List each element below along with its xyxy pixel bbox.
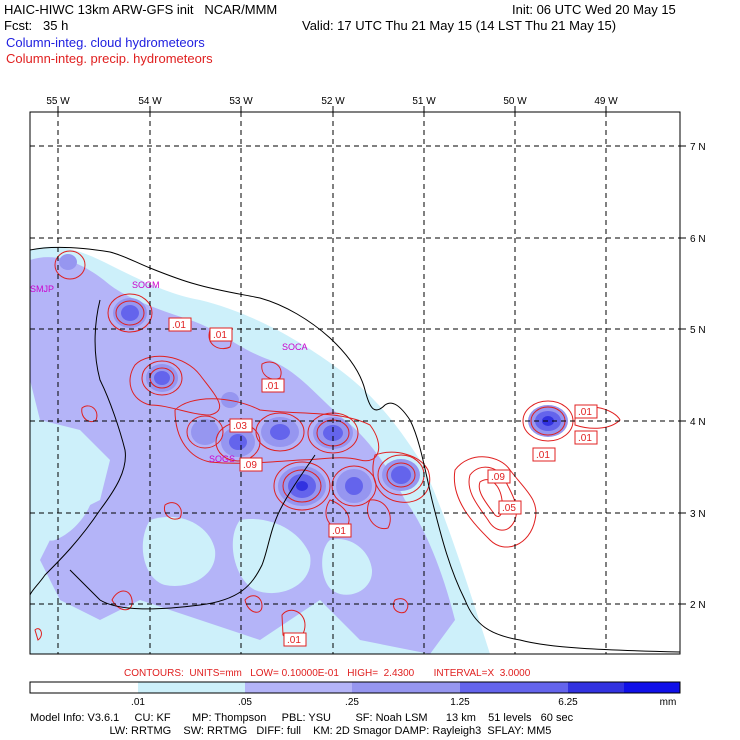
lat-label-3n: 3 N	[690, 509, 706, 520]
colorbar: .01 .05 .25 1.25 6.25 mm	[29, 681, 681, 708]
colorbar-tick: 6.25	[558, 697, 578, 708]
cloud-field-label: Column-integ. cloud hydrometeors	[6, 35, 205, 50]
station-soca: SOCA	[282, 342, 308, 352]
lon-label-49w: 49 W	[594, 96, 618, 107]
lon-label-52w: 52 W	[321, 96, 345, 107]
contour-label: .01	[265, 381, 279, 392]
contour-label: .09	[491, 472, 505, 483]
coastline-borders	[30, 246, 680, 653]
lat-label-2n: 2 N	[690, 600, 706, 611]
colorbar-unit: mm	[660, 697, 677, 708]
graticule	[30, 112, 680, 654]
contour-label: .01	[536, 450, 550, 461]
init-time: Init: 06 UTC Wed 20 May 15	[512, 2, 676, 17]
contour-label: .01	[332, 526, 346, 537]
colorbar-segment	[460, 682, 568, 693]
coastline	[30, 246, 680, 653]
axis-ticks	[57, 106, 686, 605]
station-sogs: SOGS	[209, 454, 235, 464]
lon-label-53w: 53 W	[229, 96, 253, 107]
lat-label-4n: 4 N	[690, 417, 706, 428]
contour-label: .01	[578, 407, 592, 418]
contour-label: .05	[502, 503, 516, 514]
border-guiana-suriname	[69, 454, 316, 610]
colorbar-segment	[624, 682, 680, 693]
colorbar-segment	[138, 682, 245, 693]
cloud-shade-hole-1	[35, 427, 96, 541]
colorbar-segment	[352, 682, 460, 693]
station-sogm: SOGM	[132, 280, 160, 290]
colorbar-tick: .01	[131, 697, 145, 708]
contour-label: .03	[233, 421, 247, 432]
contours-info: CONTOURS: UNITS=mm LOW= 0.10000E-01 HIGH…	[124, 668, 531, 679]
lat-label-6n: 6 N	[690, 234, 706, 245]
colorbar-tick: 1.25	[450, 697, 470, 708]
model-title: HAIC-HIWC 13km ARW-GFS init NCAR/MMM	[4, 2, 278, 17]
station-smjp: SMJP	[30, 284, 54, 294]
contour-label: .09	[243, 460, 257, 471]
lon-label-54w: 54 W	[138, 96, 162, 107]
colorbar-tick: .05	[238, 697, 252, 708]
contour-label: .01	[213, 330, 227, 341]
plot-frame	[29, 111, 681, 655]
colorbar-segment	[568, 682, 624, 693]
lat-label-7n: 7 N	[690, 142, 706, 153]
lat-label-5n: 5 N	[690, 325, 706, 336]
cloud-shade-hole-4	[322, 539, 373, 595]
colorbar-tick: .25	[345, 697, 359, 708]
contour-label: .01	[287, 635, 301, 646]
precip-field-label: Column-integ. precip. hydrometeors	[6, 51, 213, 66]
hydrometeor-shading	[30, 246, 568, 654]
lon-label-55w: 55 W	[46, 96, 70, 107]
colorbar-frame	[29, 681, 681, 694]
contour-label: .01	[172, 320, 186, 331]
forecast-hour: Fcst: 35 h	[4, 18, 69, 33]
cloud-shade-hole-3	[232, 519, 311, 594]
valid-time: Valid: 17 UTC Thu 21 May 15 (14 LST Thu …	[302, 18, 617, 33]
lon-label-51w: 51 W	[412, 96, 436, 107]
model-info-line1: Model Info: V3.6.1 CU: KF MP: Thompson P…	[30, 712, 574, 724]
cloud-shade-hole-2	[142, 516, 216, 586]
contour-label: .01	[578, 433, 592, 444]
colorbar-segment	[30, 682, 138, 693]
contour-labels: .01 .01 .01 .03 .09 .01 .01 .01 .01 .09 …	[168, 317, 598, 647]
colorbar-segment	[245, 682, 352, 693]
border-suriname-guyana	[30, 299, 126, 596]
lon-label-50w: 50 W	[503, 96, 527, 107]
model-info-line2: LW: RRTMG SW: RRTMG DIFF: full KM: 2D Sm…	[30, 725, 552, 737]
